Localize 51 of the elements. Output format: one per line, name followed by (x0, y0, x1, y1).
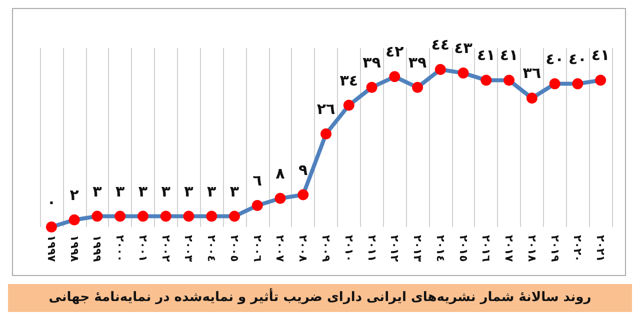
data-label: ٤١ (500, 46, 518, 64)
data-label: ٣ (207, 182, 216, 200)
x-tick-label: ٢٠١١ (365, 235, 378, 262)
x-tick-label: ٢٠١٩ (548, 235, 562, 262)
x-tick-label: ٢٠٠٣ (182, 235, 196, 262)
x-tick-label: ٢٠١٦ (480, 235, 493, 262)
data-label: ٣ (138, 182, 148, 200)
data-label: ٤٣ (454, 39, 472, 58)
x-tick-label: ٢٠٠٢ (159, 235, 172, 262)
data-label: ٣ (184, 182, 194, 200)
x-tick-label: ٢٠٠٠ (114, 235, 127, 262)
x-tick-label: ٢٠٠١ (136, 235, 150, 262)
data-label: ٢ (70, 186, 79, 204)
data-label: ٤٠ (568, 50, 587, 68)
x-tick-label: ٢٠١٠ (342, 235, 356, 262)
data-label: ٣ (92, 182, 102, 200)
data-label: ٤٠ (546, 50, 564, 68)
x-tick-label: ٢٠٠٤ (205, 235, 218, 262)
data-label: ٣ (161, 182, 170, 200)
x-tick-label: ١٩٩٧ (44, 235, 58, 262)
x-tick-label: ١٩٩٩ (90, 235, 104, 262)
data-label: ٢٦ (316, 100, 336, 118)
data-label: ٩ (298, 160, 308, 179)
data-label: ٣ (230, 182, 240, 200)
x-tick-label: ٢٠١٥ (456, 235, 470, 262)
data-label: ٤١ (477, 46, 496, 64)
data-label: ٤٤ (431, 35, 450, 54)
data-label: ٨ (276, 164, 285, 182)
data-label: ٣٦ (522, 64, 542, 82)
text: روند سالانهٔ شمار نشریه‌های ایرانی دارای ضریب تأثیر و نمایه‌شده در نمایه‌نامهٔ جهانی (48, 288, 592, 305)
x-tick-label: ٢٠١٨ (525, 235, 538, 262)
x-tick-label: ١٩٩٨ (68, 235, 81, 262)
x-tick-label: ٢٠٢٠ (571, 235, 584, 262)
data-label: ٣ (116, 182, 125, 200)
x-tick-label: ٢٠١٢ (388, 235, 402, 262)
x-tick-label: ٢٠٢١ (594, 235, 608, 262)
x-tick-label: ٢٠١٣ (411, 235, 424, 262)
x-tick-label: ٢٠١٤ (434, 235, 447, 262)
data-label: ٣٩ (362, 53, 381, 72)
data-label: ٣٤ (340, 71, 358, 90)
data-label: ٤٢ (385, 42, 404, 61)
x-tick-label: ٢٠٠٨ (296, 235, 310, 262)
x-tick-label: ٢٠٠٦ (250, 235, 264, 262)
data-label: ٣٩ (408, 53, 427, 72)
data-label: ٦ (252, 172, 262, 190)
x-tick-label: ٢٠٠٩ (320, 235, 332, 262)
data-label: ٠ (46, 193, 56, 211)
x-tick-label: ٢٠٠٧ (274, 235, 287, 262)
x-tick-label: ٢٠٠٥ (228, 235, 241, 262)
data-label: ٤١ (591, 46, 610, 64)
x-tick-label: ٢٠١٧ (502, 235, 516, 262)
